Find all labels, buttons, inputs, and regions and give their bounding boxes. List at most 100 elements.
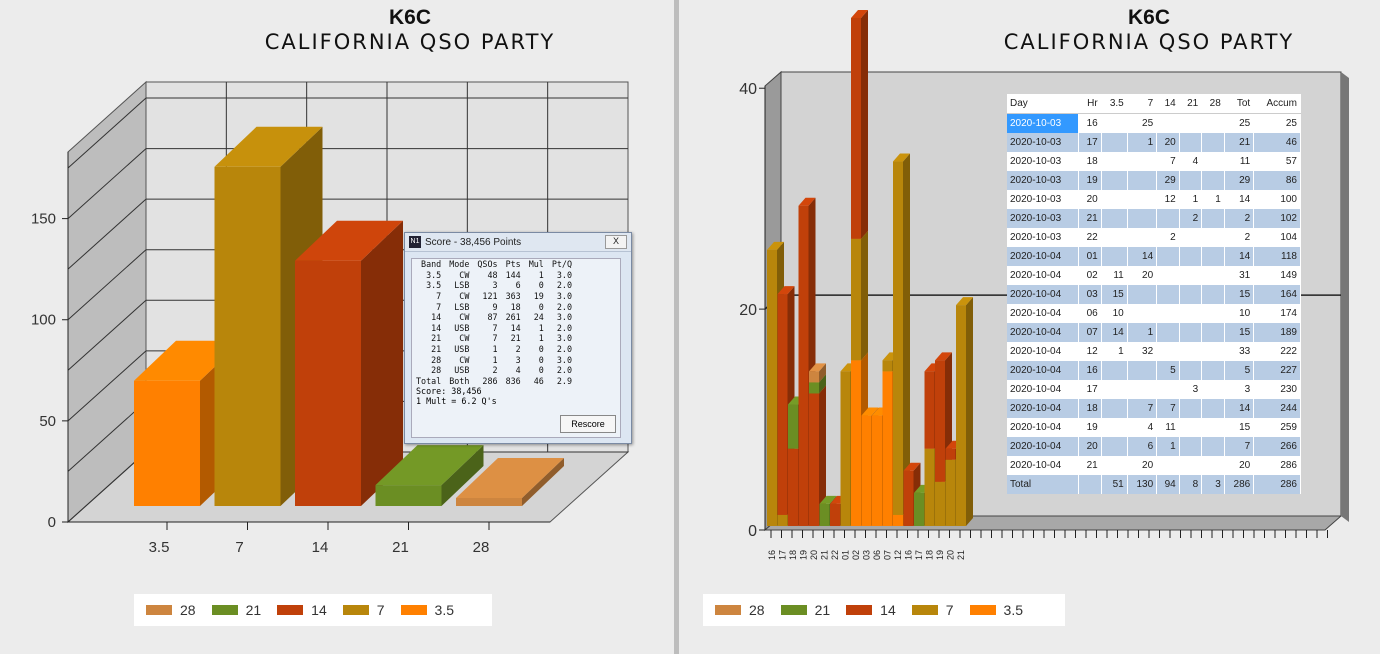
- table-cell: 102: [1253, 209, 1301, 228]
- table-row[interactable]: 2020-10-04 19 4 11 15 259: [1007, 418, 1301, 437]
- table-header-cell[interactable]: 28: [1201, 94, 1225, 114]
- table-row[interactable]: 2020-10-04 21 20 20 286: [1007, 456, 1301, 475]
- score-cell: 4: [515, 365, 521, 376]
- score-window[interactable]: N1 Score - 38,456 Points X Band Mode QSOs P…: [404, 232, 632, 444]
- y-tick-label: 20: [739, 302, 757, 319]
- score-cell: 261: [505, 312, 521, 323]
- table-header-cell[interactable]: 21: [1179, 94, 1203, 114]
- left-chart-panel: K6C CALIFORNIA QSO PARTY 0 50 100 150 3.5 7 14…: [0, 0, 674, 654]
- x-tick-label: 17: [914, 550, 924, 560]
- table-header-cell[interactable]: 7: [1127, 94, 1158, 114]
- table-cell: [1101, 190, 1128, 209]
- table-cell: [1179, 285, 1203, 304]
- table-row[interactable]: 2020-10-04 01 14 14 118: [1007, 247, 1301, 266]
- table-row[interactable]: 2020-10-04 17 3 3 230: [1007, 380, 1301, 399]
- table-cell: 8: [1179, 475, 1203, 494]
- score-cell: LSB: [454, 280, 470, 291]
- table-cell: 20: [1224, 456, 1255, 475]
- table-header-cell[interactable]: Accum: [1253, 94, 1301, 114]
- table-cell: 14: [1224, 399, 1255, 418]
- table-cell: [1101, 361, 1128, 380]
- legend-label: 21: [814, 602, 831, 618]
- table-header-cell[interactable]: 14: [1156, 94, 1180, 114]
- table-row[interactable]: 2020-10-03 17 1 20 21 46: [1007, 133, 1301, 152]
- table-cell: 15: [1224, 285, 1255, 304]
- table-row[interactable]: 2020-10-03 21 2 2 102: [1007, 209, 1301, 228]
- table-cell: 2: [1179, 209, 1203, 228]
- table-row[interactable]: 2020-10-04 07 14 1 15 189: [1007, 323, 1301, 342]
- legend-label: 7: [945, 602, 954, 618]
- score-cell: 18: [510, 301, 521, 312]
- x-tick-label: 21: [392, 539, 409, 556]
- bar-top: [956, 297, 973, 306]
- close-button[interactable]: X: [605, 235, 627, 249]
- legend-swatch: [911, 605, 938, 615]
- bar-18-7: [924, 448, 935, 526]
- table-cell: [1156, 342, 1180, 361]
- table-row[interactable]: 2020-10-03 18 7 4 11 57: [1007, 152, 1301, 171]
- table-row[interactable]: 2020-10-04 06 10 10 174: [1007, 304, 1301, 323]
- table-row[interactable]: 2020-10-03 22 2 2 104: [1007, 228, 1301, 247]
- bar-12-7: [893, 161, 903, 515]
- table-row[interactable]: 2020-10-04 18 7 7 14 244: [1007, 399, 1301, 418]
- score-cell: 2: [515, 344, 521, 355]
- table-cell: [1101, 209, 1128, 228]
- legend-item: 3.5: [400, 602, 454, 618]
- table-cell: 266: [1253, 437, 1301, 456]
- score-cell: 46: [533, 375, 544, 386]
- x-tick-label: 18: [925, 550, 935, 560]
- x-tick-label: 01: [841, 550, 851, 560]
- score-cell: 121: [482, 291, 498, 302]
- score-row: 14 CW 87 261 24 3.0: [412, 312, 576, 323]
- x-tick-label: 06: [872, 550, 882, 560]
- table-cell: 164: [1253, 285, 1301, 304]
- score-window-titlebar[interactable]: N1 Score - 38,456 Points X: [405, 233, 631, 252]
- x-tick-label: 7: [235, 539, 243, 556]
- table-cell: 286: [1253, 475, 1301, 494]
- table-cell: 10: [1224, 304, 1255, 323]
- table-cell: 2020-10-04: [1007, 456, 1080, 475]
- rescore-button[interactable]: Rescore: [560, 415, 616, 433]
- x-tick-label: 19: [935, 550, 945, 560]
- table-cell: 20: [1078, 190, 1102, 209]
- table-cell: 03: [1078, 285, 1102, 304]
- table-row[interactable]: 2020-10-04 16 5 5 227: [1007, 361, 1301, 380]
- score-cell: 3.0: [556, 333, 573, 344]
- table-row[interactable]: 2020-10-03 16 25 25 25: [1007, 113, 1301, 133]
- table-cell: [1179, 133, 1203, 152]
- table-row[interactable]: 2020-10-04 20 6 1 7 266: [1007, 437, 1301, 456]
- grid-line-side: [67, 198, 147, 270]
- table-header-cell[interactable]: 3.5: [1101, 94, 1128, 114]
- table-row[interactable]: 2020-10-04 03 15 15 164: [1007, 285, 1301, 304]
- table-header-cell[interactable]: Hr: [1078, 94, 1102, 114]
- legend-item: 28: [146, 602, 196, 618]
- table-row[interactable]: 2020-10-04 02 11 20 31 149: [1007, 266, 1301, 285]
- table-cell: 2020-10-04: [1007, 285, 1080, 304]
- score-cell: 6: [515, 280, 521, 291]
- table-row[interactable]: 2020-10-03 19 29 29 86: [1007, 171, 1301, 190]
- table-cell: [1127, 171, 1158, 190]
- left-title-block: K6C CALIFORNIA QSO PARTY: [0, 6, 820, 54]
- table-cell: [1156, 456, 1180, 475]
- bar-top: [809, 363, 826, 372]
- score-cell: 3.5: [426, 280, 442, 291]
- table-header-cell[interactable]: Day: [1007, 94, 1080, 114]
- table-cell: [1156, 285, 1180, 304]
- table-row[interactable]: 2020-10-03 20 12 1 1 14 100: [1007, 190, 1301, 209]
- table-cell: 286: [1253, 456, 1301, 475]
- table-header-cell[interactable]: Tot: [1224, 94, 1255, 114]
- bar-01-7: [840, 371, 851, 526]
- table-cell: 21: [1078, 456, 1102, 475]
- legend-label: 21: [245, 602, 262, 618]
- table-cell: [1201, 342, 1225, 361]
- bar-18-14: [788, 448, 798, 526]
- table-row[interactable]: 2020-10-04 12 1 32 33 222: [1007, 342, 1301, 361]
- hourly-rate-table[interactable]: Day Hr 3.5 7 14 21 28 Tot Accum 2020-10-03 16 25 25 2…: [1007, 94, 1301, 494]
- table-cell: 20: [1078, 437, 1102, 456]
- y-tick-label: 50: [39, 413, 56, 430]
- score-cell: 7: [492, 333, 498, 344]
- table-cell: 2020-10-04: [1007, 266, 1080, 285]
- score-cell: 1: [538, 269, 544, 280]
- table-cell: [1127, 228, 1158, 247]
- table-row[interactable]: Total 51 130 94 8 3 286 286: [1007, 475, 1301, 494]
